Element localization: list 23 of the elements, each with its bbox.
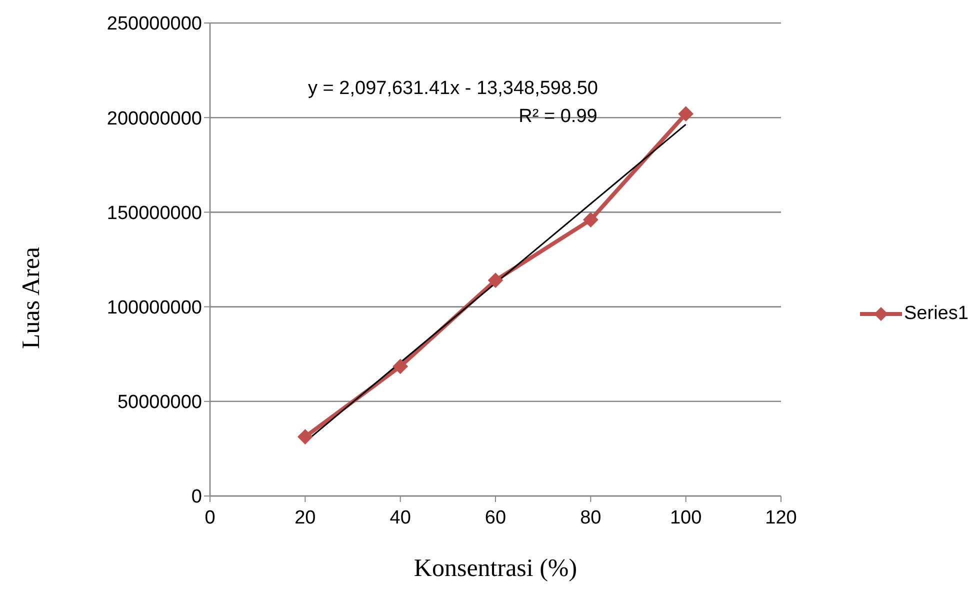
x-axis-title: Konsentrasi (%) <box>414 555 578 582</box>
legend-label: Series1 <box>904 303 968 325</box>
y-tick-label: 50000000 <box>117 392 202 414</box>
y-tick-label: 0 <box>191 486 202 508</box>
x-tick-label: 60 <box>484 507 506 528</box>
point <box>392 358 408 374</box>
x-tick-label: 40 <box>390 507 411 528</box>
point <box>488 272 503 288</box>
x-tick-label: 20 <box>294 507 316 528</box>
x-tick-label: 0 <box>204 507 216 528</box>
y-axis-title: Luas Area <box>18 246 46 350</box>
point <box>583 212 598 228</box>
annotation: y = 2,097,631.41x - 13,348,598.50 <box>308 78 598 99</box>
y-tick-label: 150000000 <box>106 202 202 224</box>
y-tick-label: 100000000 <box>106 298 202 319</box>
point <box>678 106 694 122</box>
y-tick-label: 250000000 <box>106 14 202 35</box>
y-tick-label: 200000000 <box>106 108 202 130</box>
annotation: R² = 0.99 <box>518 106 598 127</box>
x-tick-label: 80 <box>580 507 602 528</box>
x-tick-label: 120 <box>765 507 797 528</box>
point <box>298 429 313 444</box>
x-tick-label: 100 <box>670 507 702 528</box>
